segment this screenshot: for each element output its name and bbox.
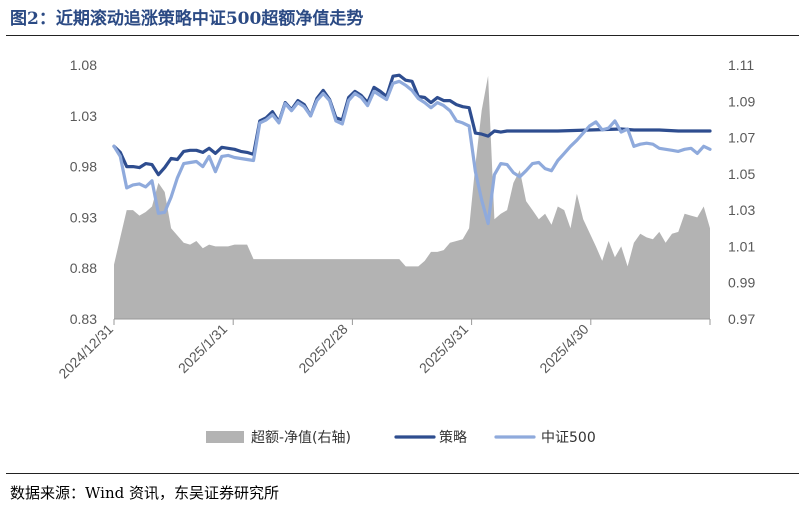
x-tick-label: 2025/3/31 bbox=[416, 321, 472, 377]
line-series-layer bbox=[112, 73, 712, 226]
title-rule bbox=[6, 35, 799, 36]
right-tick-label: 0.99 bbox=[728, 275, 755, 291]
legend-item-csi500: 中证500 bbox=[494, 430, 596, 446]
line-csi500 bbox=[112, 79, 712, 226]
x-ticks: 2024/12/31 2025/1/31 2025/2/28 2025/3/31 202… bbox=[55, 319, 711, 382]
left-tick-label: 0.83 bbox=[70, 311, 97, 327]
legend-label: 策略 bbox=[439, 429, 467, 446]
left-tick-label: 1.08 bbox=[70, 57, 97, 73]
source-note: 数据来源：Wind 资讯，东吴证券研究所 bbox=[10, 484, 279, 502]
right-tick-label: 1.05 bbox=[728, 166, 755, 182]
x-tick-label: 2025/4/30 bbox=[536, 321, 592, 377]
right-tick-label: 1.01 bbox=[728, 238, 755, 254]
legend-swatch bbox=[206, 431, 244, 443]
legend: 超额-净值(右轴) 策略 中证500 bbox=[206, 429, 596, 446]
left-tick-label: 0.93 bbox=[70, 209, 97, 225]
right-tick-label: 1.03 bbox=[728, 202, 755, 218]
legend-label: 超额-净值(右轴) bbox=[251, 430, 351, 446]
figure-title: 图2：近期滚动追涨策略中证500超额净值走势 bbox=[10, 9, 364, 29]
legend-label: 中证500 bbox=[541, 430, 596, 446]
left-tick-label: 1.03 bbox=[70, 108, 97, 124]
area-excess-nav bbox=[114, 75, 710, 320]
right-tick-label: 1.07 bbox=[728, 130, 755, 146]
left-tick-label: 0.88 bbox=[70, 260, 97, 276]
x-tick-label: 2025/1/31 bbox=[175, 321, 231, 377]
area-series-layer bbox=[114, 75, 710, 320]
right-axis-ticks: 0.97 0.99 1.01 1.03 1.05 1.07 1.09 1.11 bbox=[728, 57, 755, 327]
x-tick-label: 2025/2/28 bbox=[295, 321, 351, 377]
legend-item-strategy: 策略 bbox=[394, 429, 467, 446]
left-axis-ticks: 0.83 0.88 0.93 0.98 1.03 1.08 bbox=[70, 57, 97, 327]
source-rule bbox=[6, 473, 799, 474]
x-tick-label: 2024/12/31 bbox=[55, 321, 116, 382]
right-tick-label: 1.09 bbox=[728, 93, 755, 109]
legend-item-excess-nav: 超额-净值(右轴) bbox=[206, 430, 351, 446]
right-tick-label: 1.11 bbox=[728, 57, 754, 73]
right-tick-label: 0.97 bbox=[728, 311, 755, 327]
left-tick-label: 0.98 bbox=[70, 159, 97, 175]
